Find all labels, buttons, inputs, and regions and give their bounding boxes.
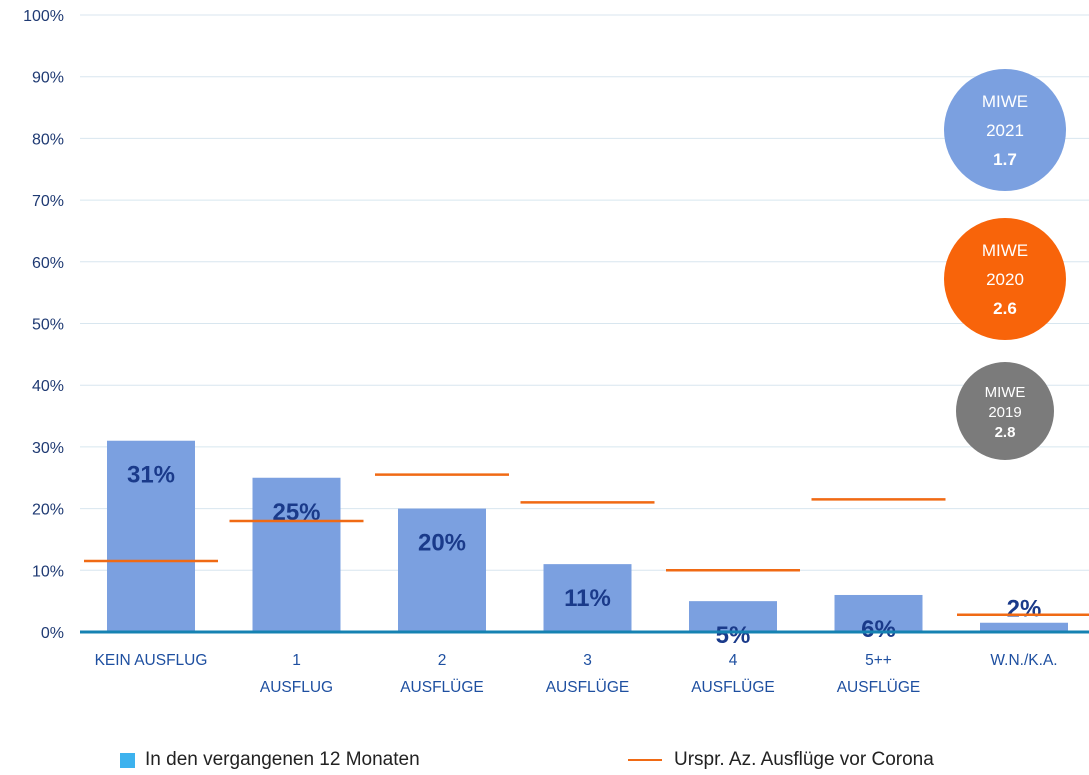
bar	[252, 477, 341, 632]
x-tick-label: AUSFLÜGE	[400, 678, 484, 696]
y-tick-label: 30%	[32, 440, 64, 457]
miwe-bubble-text: MIWE	[982, 92, 1028, 111]
miwe-bubble-circle	[944, 218, 1066, 340]
x-tick-label: 2	[438, 652, 447, 669]
bar-series	[107, 440, 1068, 632]
x-tick-label: 1	[292, 652, 301, 669]
x-tick-label: AUSFLÜGE	[837, 678, 921, 696]
pre-corona-marker-series	[84, 473, 1089, 616]
legend-swatch-markers	[628, 759, 662, 761]
legend-item-markers: Urspr. Az. Ausflüge vor Corona	[628, 749, 934, 771]
y-tick-label: 80%	[32, 131, 64, 148]
bar-value-label: 2%	[1007, 596, 1042, 623]
gridlines	[80, 14, 1089, 571]
y-tick-label: 60%	[32, 255, 64, 272]
y-tick-label: 90%	[32, 70, 64, 87]
y-tick-label: 100%	[23, 8, 64, 25]
bar-value-label: 31%	[127, 462, 175, 489]
x-tick-label: AUSFLUG	[260, 679, 333, 696]
bar-data-labels: 31%25%20%11%5% 6%2%	[127, 462, 1041, 649]
y-tick-label: 50%	[32, 317, 64, 334]
y-tick-label: 70%	[32, 193, 64, 210]
bar	[689, 601, 777, 632]
bar	[834, 594, 923, 632]
legend-label-markers: Urspr. Az. Ausflüge vor Corona	[674, 749, 934, 770]
miwe-annotations: MIWE 2021 1.7 MIWE 2020 2.6 MIWE 2019 2.8	[944, 69, 1066, 460]
miwe-bubble-text: 1.7	[993, 150, 1017, 169]
miwe-bubble: MIWE 2021 1.7	[944, 69, 1066, 191]
legend: In den vergangenen 12 Monaten Urspr. Az.…	[0, 749, 1089, 775]
x-tick-label: 5++	[865, 652, 892, 669]
bar-value-label: 6%	[861, 616, 896, 643]
legend-item-bars: In den vergangenen 12 Monaten	[120, 749, 420, 771]
x-tick-label: AUSFLÜGE	[546, 678, 630, 696]
x-tick-label: 4	[729, 652, 738, 669]
legend-swatch-bars	[120, 752, 135, 768]
legend-label-bars: In den vergangenen 12 Monaten	[145, 749, 420, 770]
y-tick-label: 20%	[32, 502, 64, 519]
bar-value-label: 5%	[716, 622, 751, 649]
miwe-bubble: MIWE 2019 2.8	[956, 362, 1054, 460]
y-axis-ticks: 0% 10% 20% 30% 40% 50% 60% 70% 80% 90% 100%	[23, 8, 64, 642]
bar	[980, 622, 1068, 632]
x-axis-ticks: KEIN AUSFLUG 1 AUSFLUG 2 AUSFLÜGE 3 AUSFLÜGE 4 A…	[95, 652, 1058, 696]
miwe-bubble-text: 2021	[986, 121, 1024, 140]
bar-value-label: 11%	[564, 585, 611, 612]
miwe-bubble-text: 2020	[986, 270, 1024, 289]
miwe-bubble-text: 2019	[988, 404, 1021, 421]
x-tick-label: KEIN AUSFLUG	[95, 652, 208, 669]
miwe-bubble-text: MIWE	[982, 241, 1028, 260]
y-tick-label: 10%	[32, 563, 64, 580]
y-tick-label: 0%	[41, 625, 64, 642]
x-tick-label: W.N./K.A.	[990, 652, 1057, 669]
bar	[398, 508, 486, 632]
miwe-bubble-circle	[956, 362, 1054, 460]
miwe-bubble-circle	[944, 69, 1066, 191]
miwe-bubble-text: 2.8	[995, 424, 1016, 441]
miwe-bubble: MIWE 2020 2.6	[944, 218, 1066, 340]
bar-value-label: 20%	[418, 530, 466, 557]
miwe-bubble-text: MIWE	[985, 384, 1026, 401]
x-tick-label: 3	[583, 652, 592, 669]
bar	[107, 440, 195, 632]
x-tick-label: AUSFLÜGE	[691, 678, 775, 696]
y-tick-label: 40%	[32, 378, 64, 395]
bar	[543, 564, 632, 632]
miwe-bubble-text: 2.6	[993, 299, 1017, 318]
